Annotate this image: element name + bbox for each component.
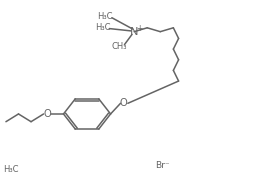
Text: +: +	[137, 24, 143, 33]
Text: CH₃: CH₃	[112, 42, 128, 51]
Text: Br⁻: Br⁻	[156, 161, 170, 170]
Text: H₃C: H₃C	[3, 165, 18, 174]
Text: O: O	[44, 109, 52, 119]
Text: H₃C: H₃C	[98, 12, 113, 21]
Text: N: N	[130, 27, 138, 37]
Text: O: O	[120, 98, 128, 108]
Text: H₃C: H₃C	[95, 23, 110, 32]
